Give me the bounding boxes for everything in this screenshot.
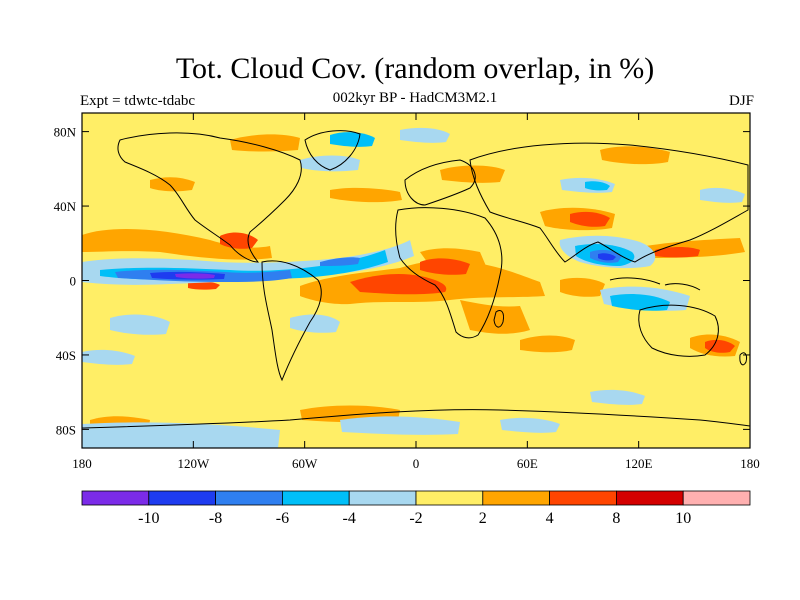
lon-tick-label: 60E bbox=[517, 456, 538, 471]
coastlines bbox=[82, 130, 750, 429]
lon-tick-label: 120W bbox=[177, 456, 210, 471]
colorbar-label: 8 bbox=[612, 510, 620, 527]
lon-tick-label: 60W bbox=[292, 456, 318, 471]
colorbar-label: -6 bbox=[276, 510, 289, 527]
longitude-ticks: 180 120W 60W 0 60E 120E 180 bbox=[72, 113, 760, 471]
lon-tick-label: 180 bbox=[72, 456, 92, 471]
colorbar-segment bbox=[348, 490, 417, 506]
lon-tick-label: 180 bbox=[740, 456, 760, 471]
colorbar-label: -4 bbox=[343, 510, 356, 527]
lon-tick-label: 0 bbox=[413, 456, 420, 471]
colorbar-segment bbox=[148, 490, 217, 506]
lon-tick-label: 120E bbox=[625, 456, 653, 471]
colorbar-label: 2 bbox=[479, 510, 487, 527]
colorbar-segment bbox=[682, 490, 751, 506]
strongest-negative-anomaly-regions bbox=[150, 253, 616, 280]
lat-tick-label: 40S bbox=[56, 348, 76, 363]
lat-tick-label: 0 bbox=[70, 274, 77, 289]
colorbar: -10 -8 -6 -4 -2 2 4 8 10 bbox=[81, 490, 751, 527]
colorbar-segment bbox=[81, 490, 150, 506]
colorbar-label: 4 bbox=[546, 510, 554, 527]
colorbar-label: -8 bbox=[209, 510, 222, 527]
colorbar-segment bbox=[281, 490, 350, 506]
colorbar-segment bbox=[415, 490, 484, 506]
season-label: DJF bbox=[728, 93, 754, 109]
colorbar-label: 10 bbox=[675, 510, 691, 527]
lat-tick-label: 40N bbox=[54, 199, 77, 214]
experiment-label: Expt = tdwtc-tdabc bbox=[80, 93, 196, 109]
colorbar-segment bbox=[482, 490, 550, 506]
colorbar-segment bbox=[215, 490, 283, 506]
colorbar-label: -10 bbox=[138, 510, 159, 527]
map-title: Tot. Cloud Cov. (random overlap, in %) bbox=[175, 52, 655, 85]
colorbar-label: -2 bbox=[409, 510, 422, 527]
latitude-ticks: 80N 40N 0 40S 80S bbox=[54, 125, 750, 437]
lat-tick-label: 80S bbox=[56, 422, 76, 437]
colorbar-segment bbox=[549, 490, 617, 506]
map-subtitle: 002kyr BP - HadCM3M2.1 bbox=[332, 90, 498, 106]
lat-tick-label: 80N bbox=[54, 125, 77, 140]
colorbar-segment bbox=[616, 490, 684, 506]
anomaly-field bbox=[82, 127, 750, 448]
